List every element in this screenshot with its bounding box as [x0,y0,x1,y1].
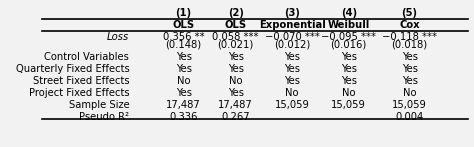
Text: Yes: Yes [228,64,244,74]
Text: Yes: Yes [341,76,357,86]
Text: 0.267: 0.267 [221,112,250,122]
Text: (1): (1) [175,7,191,17]
Text: No: No [403,88,416,98]
Text: −0.070 ***: −0.070 *** [265,32,319,42]
Text: Yes: Yes [341,52,357,62]
Text: No: No [177,76,191,86]
Text: Yes: Yes [175,88,191,98]
Text: Yes: Yes [341,64,357,74]
Text: Control Variables: Control Variables [45,52,129,62]
Text: Street Fixed Effects: Street Fixed Effects [33,76,129,86]
Text: Yes: Yes [401,52,418,62]
Text: Weibull: Weibull [328,20,370,30]
Text: 0.356 **: 0.356 ** [163,32,204,42]
Text: OLS: OLS [173,20,195,30]
Text: 0.336: 0.336 [169,112,198,122]
Text: Loss: Loss [107,32,129,42]
Text: Quarterly Fixed Effects: Quarterly Fixed Effects [16,64,129,74]
Text: Cox: Cox [399,20,420,30]
Text: (0.012): (0.012) [274,39,310,49]
Text: 15,059: 15,059 [275,100,310,110]
Text: 15,059: 15,059 [392,100,427,110]
Text: Yes: Yes [228,88,244,98]
Text: Yes: Yes [401,64,418,74]
Text: (0.016): (0.016) [331,39,367,49]
Text: (0.148): (0.148) [165,39,201,49]
Text: Yes: Yes [401,76,418,86]
Text: (0.021): (0.021) [218,39,254,49]
Text: Sample Size: Sample Size [69,100,129,110]
Text: Yes: Yes [284,64,300,74]
Text: 0.004: 0.004 [395,112,424,122]
Text: No: No [229,76,243,86]
Text: Pseudo R²: Pseudo R² [79,112,129,122]
Text: (2): (2) [228,7,244,17]
Text: (4): (4) [341,7,357,17]
Text: Yes: Yes [175,64,191,74]
Text: OLS: OLS [225,20,247,30]
Text: 17,487: 17,487 [166,100,201,110]
Text: Yes: Yes [175,52,191,62]
Text: 17,487: 17,487 [219,100,253,110]
Text: −0.095 ***: −0.095 *** [321,32,376,42]
Text: (3): (3) [284,7,300,17]
Text: Project Fixed Effects: Project Fixed Effects [28,88,129,98]
Text: 15,059: 15,059 [331,100,366,110]
Text: 0.058 ***: 0.058 *** [212,32,259,42]
Text: No: No [285,88,299,98]
Text: No: No [342,88,356,98]
Text: Exponential: Exponential [259,20,326,30]
Text: Yes: Yes [284,76,300,86]
Text: (5): (5) [401,7,418,17]
Text: −0.118 ***: −0.118 *** [382,32,437,42]
Text: (0.018): (0.018) [392,39,428,49]
Text: Yes: Yes [284,52,300,62]
Text: Yes: Yes [228,52,244,62]
